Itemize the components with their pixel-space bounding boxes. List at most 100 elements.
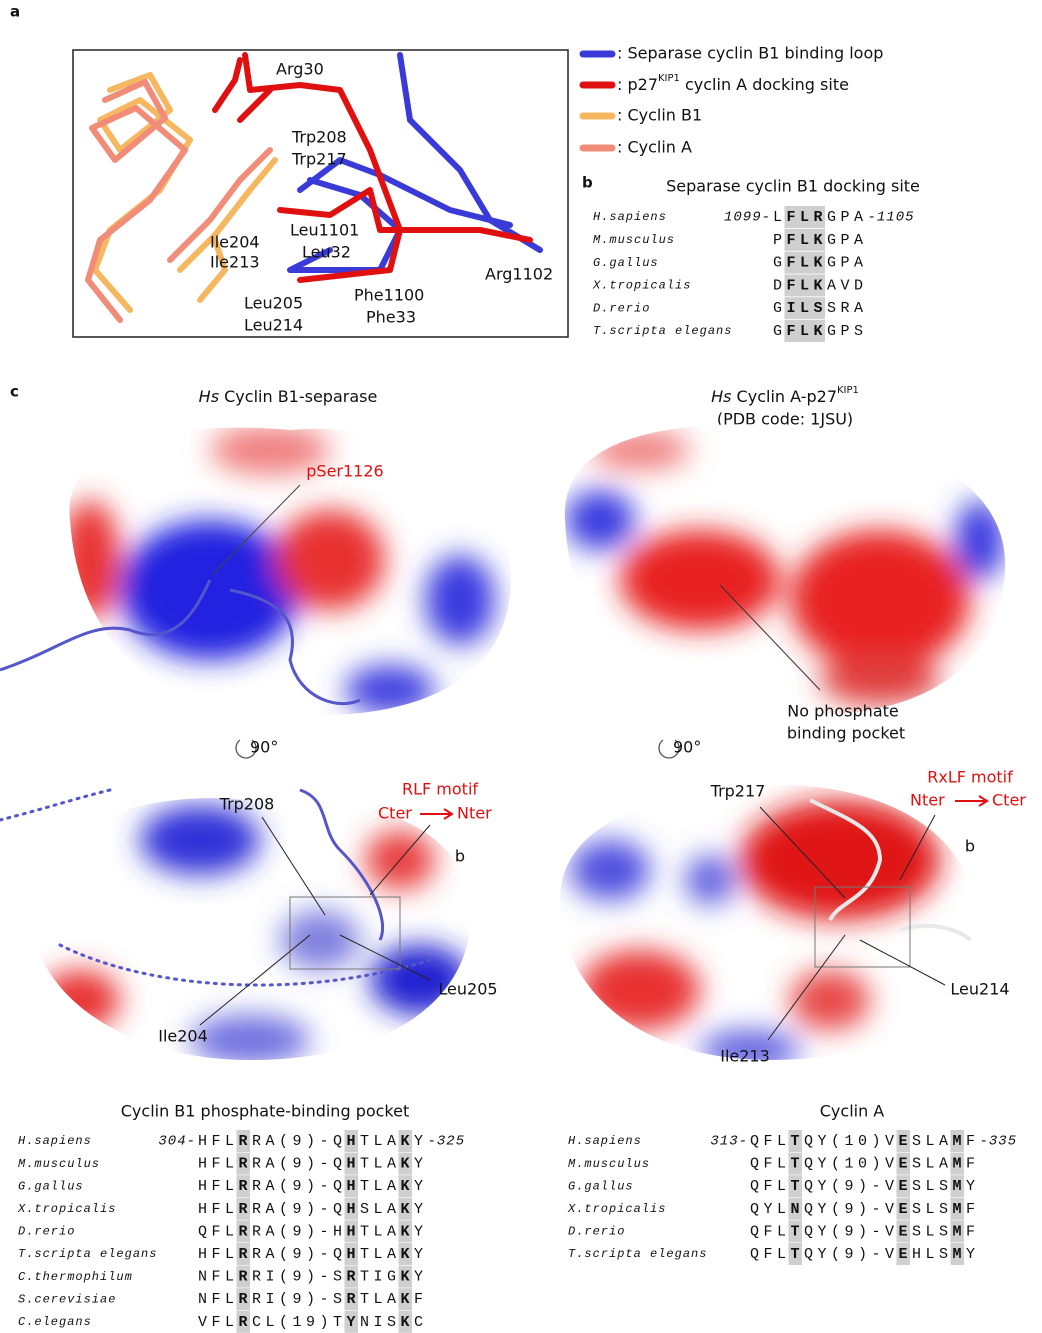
sequence-segment: M: [953, 1178, 967, 1195]
figure: a b c Arg30 Trp208 Trp217 Ile204 Ile213 …: [0, 0, 1042, 1333]
annotation: Ile204: [158, 1027, 208, 1046]
sequence-segment: RA(9)-H: [252, 1223, 347, 1240]
sequence-segment: TLA: [360, 1223, 401, 1240]
species-label: G.gallus: [568, 1179, 634, 1193]
species-label: T.scripta elegans: [18, 1247, 157, 1261]
surface-bottom-left: [20, 780, 490, 1080]
species-label: G.gallus: [18, 1179, 84, 1193]
species-label: T.scripta elegans: [593, 324, 732, 338]
title-text: Cyclin A-p27: [731, 387, 837, 406]
rotation-label: 90°: [673, 738, 701, 757]
sequence-segment: FLK: [787, 232, 828, 249]
superscript: KIP1: [837, 385, 859, 396]
sequence-segment: HFL: [198, 1178, 239, 1195]
motif-end: Cter: [992, 791, 1026, 810]
sequence-segment: SLS: [912, 1223, 953, 1240]
sequence-segment: QFL: [750, 1156, 791, 1173]
motif-label: RLF motif: [402, 780, 478, 799]
rotation-label: 90°: [250, 738, 278, 757]
sequence-segment: QY(9)-V: [804, 1223, 899, 1240]
residue-label: Phe33: [366, 308, 416, 327]
positive-patch: [570, 840, 650, 900]
sequence-segment: TIG: [360, 1269, 401, 1286]
sequence-segment: T: [791, 1223, 805, 1240]
title-italic: Hs: [199, 387, 219, 406]
legend-label: : p27KIP1 cyclin A docking site: [617, 73, 849, 94]
sequence-segment: Y: [414, 1269, 428, 1286]
sequence-segment: SLA: [912, 1133, 953, 1150]
surface-top-right: [550, 410, 1020, 730]
negative-patch: [620, 530, 780, 630]
species-label: H.sapiens: [593, 210, 667, 224]
alignment-title: Cyclin A: [820, 1102, 885, 1121]
sequence-segment: F: [414, 1291, 428, 1308]
sequence-segment: FLK: [787, 255, 828, 272]
positive-patch: [425, 555, 495, 645]
sequence-segment: H: [347, 1156, 361, 1173]
species-label: X.tropicalis: [17, 1202, 116, 1216]
species-label: X.tropicalis: [567, 1202, 666, 1216]
sequence-segment: G: [773, 300, 787, 317]
legend-text: : p27: [617, 75, 658, 94]
residue-label: Trp208: [291, 128, 347, 147]
sequence-segment: GPA: [827, 209, 868, 226]
sequence-segment: M: [953, 1156, 967, 1173]
sequence-segment: GPA: [827, 255, 868, 272]
annotation: Trp208: [219, 795, 275, 814]
species-label: D.rerio: [18, 1225, 75, 1239]
sequence-segment: H: [347, 1246, 361, 1263]
positive-patch: [120, 520, 300, 660]
species-label: C.thermophilum: [18, 1270, 133, 1284]
sequence-segment: K: [401, 1133, 415, 1150]
residue-label: Arg1102: [485, 265, 553, 284]
sequence-segment: QYL: [750, 1201, 791, 1218]
sequence-segment: HFL: [198, 1246, 239, 1263]
residue-start: 304-: [158, 1134, 196, 1150]
residue-label: Leu1101: [290, 221, 359, 240]
sequence-segment: K: [401, 1291, 415, 1308]
species-label: H.sapiens: [18, 1134, 92, 1148]
sequence-segment: G: [773, 323, 787, 340]
sequence-segment: K: [401, 1156, 415, 1173]
sequence-segment: K: [401, 1223, 415, 1240]
sequence-segment: HLS: [912, 1246, 953, 1263]
negative-patch: [820, 655, 940, 705]
sequence-segment: RI(9)-S: [252, 1291, 347, 1308]
alignment-title: Cyclin B1 phosphate-binding pocket: [121, 1102, 410, 1121]
legend-label: : Cyclin A: [617, 138, 692, 157]
sequence-segment: NFL: [198, 1291, 239, 1308]
species-label: T.scripta elegans: [568, 1247, 707, 1261]
sequence-segment: QFL: [750, 1223, 791, 1240]
title-italic: Hs: [711, 387, 731, 406]
sequence-segment: TLA: [360, 1291, 401, 1308]
panel-label: c: [10, 383, 19, 401]
species-label: G.gallus: [593, 256, 659, 270]
sequence-segment: R: [239, 1314, 253, 1331]
sequence-segment: TLA: [360, 1246, 401, 1263]
sequence-segment: SLS: [912, 1178, 953, 1195]
direction-arrow: [955, 796, 987, 806]
sequence-segment: RI(9)-S: [252, 1269, 347, 1286]
sequence-segment: M: [953, 1133, 967, 1150]
sequence-segment: R: [239, 1223, 253, 1240]
sequence-segment: QY(10)V: [804, 1156, 899, 1173]
direction-arrow: [420, 809, 452, 819]
sequence-segment: QY(10)V: [804, 1133, 899, 1150]
sequence-segment: QY(9)-V: [804, 1201, 899, 1218]
panel-b-title: Separase cyclin B1 docking site: [666, 177, 920, 196]
sequence-segment: P: [773, 232, 787, 249]
species-label: D.rerio: [568, 1225, 625, 1239]
sequence-segment: M: [953, 1201, 967, 1218]
sequence-segment: F: [966, 1201, 980, 1218]
positive-patch: [955, 500, 1005, 580]
sequence-segment: QY(9)-V: [804, 1246, 899, 1263]
motif-end: Nter: [910, 791, 945, 810]
sequence-segment: R: [239, 1269, 253, 1286]
sequence-segment: HFL: [198, 1156, 239, 1173]
annotation: Leu214: [950, 980, 1009, 999]
sequence-segment: CL(19)T: [252, 1314, 347, 1331]
sequence-segment: Y: [414, 1201, 428, 1218]
sequence-segment: T: [791, 1133, 805, 1150]
panel-a-frame: [73, 50, 568, 337]
positive-patch: [345, 665, 435, 715]
